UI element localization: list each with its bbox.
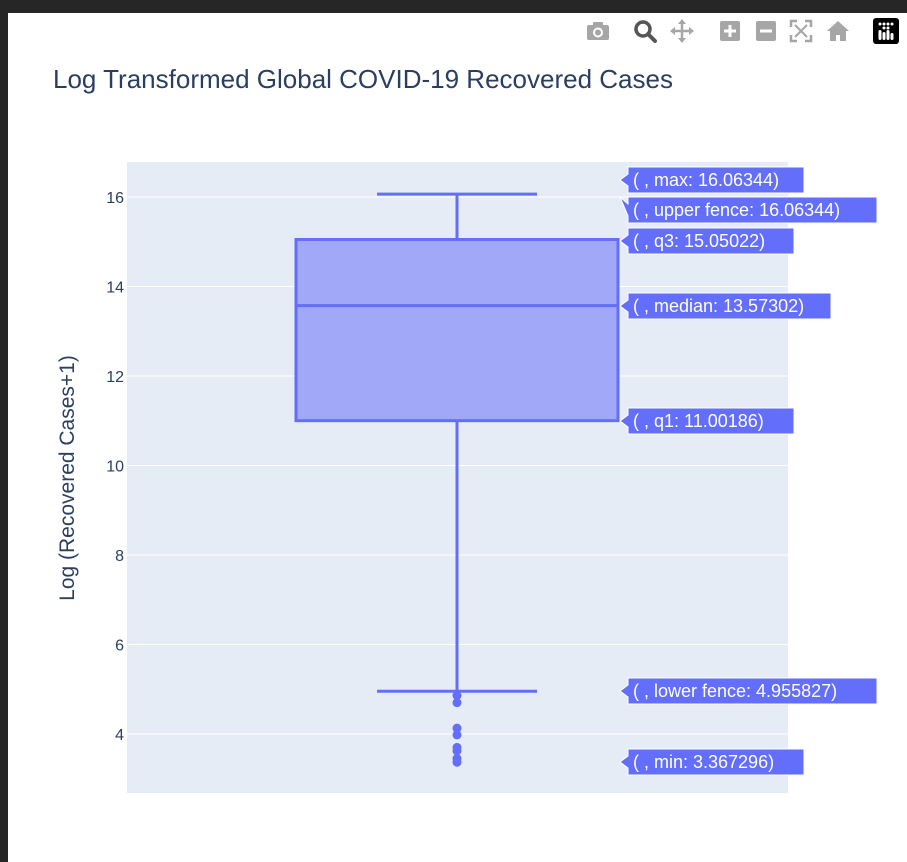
plotly-logo-icon: [873, 18, 899, 44]
hover-label-q1: ( , q1: 11.00186): [619, 407, 795, 435]
hover-label-text: ( , min: 3.367296): [633, 752, 774, 772]
zoom-button[interactable]: [632, 18, 658, 44]
hover-label-max: ( , max: 16.06344): [619, 166, 805, 194]
pan-icon: [670, 19, 694, 43]
y-axis-ticks: 4 6 8 10 12 14 16: [106, 190, 124, 744]
hover-label-text: ( , lower fence: 4.955827): [633, 681, 837, 701]
modebar: [0, 0, 907, 44]
zoom-in-button[interactable]: [717, 18, 743, 44]
reset-axes-button[interactable]: [825, 18, 851, 44]
hover-label-box: [619, 407, 795, 435]
hover-label-box: [619, 677, 878, 705]
hover-label-box: [619, 292, 832, 320]
chart-title: Log Transformed Global COVID-19 Recovere…: [53, 64, 673, 94]
outlier-point[interactable]: [452, 698, 462, 708]
hover-label-text: ( , max: 16.06344): [633, 170, 779, 190]
autoscale-icon: [789, 19, 813, 43]
hover-label-box: [619, 227, 795, 255]
hover-labels: ( , max: 16.06344) ( , upper fence: 16.06…: [619, 166, 878, 776]
y-tick-label: 10: [106, 459, 124, 476]
zoom-out-button[interactable]: [753, 18, 779, 44]
zoom-in-icon: [720, 21, 740, 41]
hover-label-box: [619, 166, 805, 194]
home-icon: [827, 21, 849, 41]
hover-label-min: ( , min: 3.367296): [619, 748, 805, 776]
hover-label-box: [619, 196, 878, 224]
autoscale-button[interactable]: [788, 18, 814, 44]
outlier-point[interactable]: [452, 746, 462, 756]
outlier-point[interactable]: [452, 730, 462, 740]
hover-label-upper-fence: ( , upper fence: 16.06344): [619, 196, 878, 224]
hover-label-median: ( , median: 13.57302): [619, 292, 832, 320]
outlier-point[interactable]: [452, 691, 462, 701]
outlier-point[interactable]: [452, 757, 462, 767]
hover-label-text: ( , upper fence: 16.06344): [633, 200, 840, 220]
y-tick-label: 8: [115, 548, 124, 565]
pan-button[interactable]: [669, 18, 695, 44]
hover-label-text: ( , q3: 15.05022): [633, 231, 765, 251]
outlier-points: [452, 691, 462, 767]
y-tick-label: 12: [106, 369, 124, 386]
zoom-icon: [634, 20, 657, 43]
y-tick-label: 16: [106, 190, 124, 207]
y-axis-label: Log (Recovered Cases+1): [56, 355, 79, 601]
hover-label-q3: ( , q3: 15.05022): [619, 227, 795, 255]
y-tick-label: 6: [115, 638, 124, 655]
box-iqr[interactable]: [294, 238, 620, 423]
hover-label-text: ( , q1: 11.00186): [633, 411, 764, 431]
plotly-logo-button[interactable]: [873, 18, 899, 44]
y-tick-label: 4: [115, 727, 124, 744]
camera-button[interactable]: [585, 18, 611, 44]
hover-label-text: ( , median: 13.57302): [633, 296, 804, 316]
box-trace: [294, 192, 620, 693]
camera-icon: [587, 22, 609, 40]
y-tick-label: 14: [106, 280, 124, 297]
hover-label-box: [619, 748, 805, 776]
zoom-out-icon: [756, 21, 776, 41]
outlier-point[interactable]: [452, 723, 462, 733]
hover-label-lower-fence: ( , lower fence: 4.955827): [619, 677, 878, 705]
